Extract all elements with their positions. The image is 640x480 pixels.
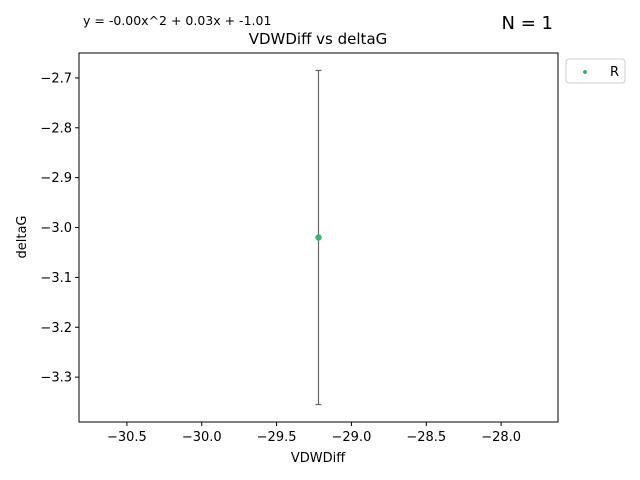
y-tick-label: −3.0 [40, 221, 72, 236]
legend: R [565, 58, 626, 84]
regression-equation: y = -0.00x^2 + 0.03x + -1.01 [83, 13, 271, 28]
y-axis-label: deltaG [15, 216, 30, 259]
plot-area [78, 52, 559, 423]
x-tick-label: −29.5 [257, 430, 297, 445]
chart-title: VDWDiff vs deltaG [249, 30, 388, 48]
legend-box [565, 58, 626, 84]
data-point [315, 234, 322, 241]
y-tick-label: −3.1 [40, 271, 72, 286]
x-tick-label: −28.0 [481, 430, 521, 445]
y-tick-label: −2.8 [40, 121, 72, 136]
y-tick-label: −2.9 [40, 171, 72, 186]
legend-marker [583, 70, 587, 74]
x-tick-label: −30.0 [182, 430, 222, 445]
y-tick-label: −3.2 [40, 321, 72, 336]
x-tick-label: −29.0 [332, 430, 372, 445]
x-tick-label: −28.5 [406, 430, 446, 445]
sample-count: N = 1 [502, 13, 553, 34]
y-tick-label: −2.7 [40, 71, 72, 86]
plot-frame [78, 52, 559, 423]
x-axis-label: VDWDiff [291, 451, 346, 466]
legend-label: R [610, 65, 619, 80]
x-tick-label: −30.5 [107, 430, 147, 445]
y-tick-label: −3.3 [40, 371, 72, 386]
data-marks [315, 69, 322, 406]
y-axis: −2.7 −2.8 −2.9 −3.0 −3.1 −3.2 −3.3 [40, 71, 79, 386]
x-axis: −30.5 −30.0 −29.5 −29.0 −28.5 −28.0 [107, 422, 521, 445]
